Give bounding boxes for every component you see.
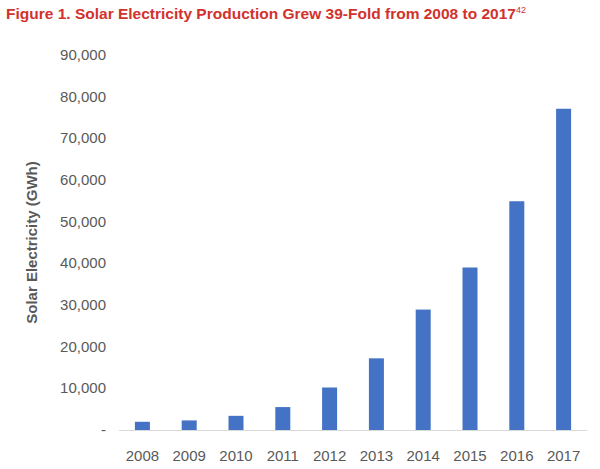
y-tick-label: - [101,421,106,438]
bar [509,201,524,430]
bars [135,109,571,430]
title: Figure 1. Solar Electricity Production G… [6,5,526,22]
y-tick-label: 60,000 [60,171,106,188]
bar [556,109,571,430]
title-footnote: 42 [516,5,526,15]
chart-container: Figure 1. Solar Electricity Production G… [0,0,600,469]
bar [275,407,290,430]
bar [416,310,431,430]
y-tick-label: 40,000 [60,254,106,271]
y-tick-label: 30,000 [60,296,106,313]
chart-svg: Figure 1. Solar Electricity Production G… [0,0,600,469]
bar [369,358,384,430]
x-tick-label: 2010 [219,447,252,464]
y-ticks: - 10,000 20,000 30,000 40,000 50,000 60,000 70,… [60,46,106,438]
bar [135,422,150,430]
x-tick-label: 2012 [313,447,346,464]
x-tick-label: 2008 [126,447,159,464]
y-tick-label: 90,000 [60,46,106,63]
y-tick-label: 70,000 [60,129,106,146]
x-tick-label: 2013 [360,447,393,464]
x-tick-label: 2011 [267,447,299,464]
y-tick-label: 80,000 [60,88,106,105]
y-axis-title: Solar Electricity (GWh) [23,161,40,324]
y-tick-label: 50,000 [60,213,106,230]
bar [182,420,197,430]
x-tick-label: 2009 [173,447,206,464]
x-tick-label: 2015 [453,447,486,464]
bar [463,268,478,431]
title-text: Figure 1. Solar Electricity Production G… [6,5,516,22]
x-tick-label: 2016 [500,447,533,464]
x-tick-label: 2017 [547,447,580,464]
y-tick-label: 10,000 [60,379,106,396]
bar [322,388,337,431]
x-ticks: 2008 2009 2010 2011 2012 2013 2014 2015 2016 2017 [126,447,581,464]
bar [229,416,244,430]
y-tick-label: 20,000 [60,338,106,355]
x-axis-line [119,430,587,431]
x-tick-label: 2014 [407,447,440,464]
